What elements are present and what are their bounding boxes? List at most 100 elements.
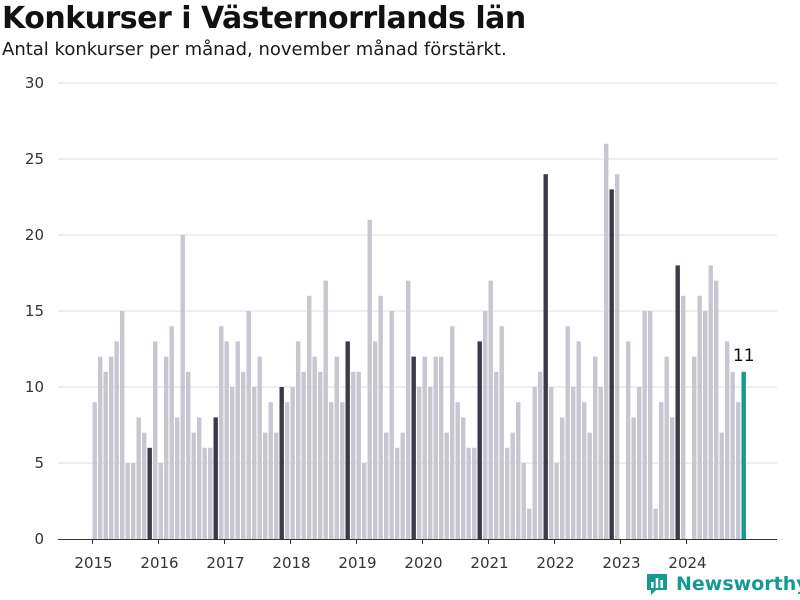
bar xyxy=(356,371,361,539)
bar xyxy=(345,341,350,539)
bar xyxy=(499,326,504,539)
y-tick-label: 25 xyxy=(25,150,44,168)
bar xyxy=(659,402,664,539)
bars xyxy=(92,143,746,540)
newsworthy-logo: Newsworthy xyxy=(644,569,800,599)
x-tick-label: 2022 xyxy=(536,554,574,572)
bar xyxy=(268,402,273,539)
bar xyxy=(527,508,532,539)
bar xyxy=(378,295,383,539)
bar xyxy=(142,432,147,539)
bar xyxy=(648,311,653,539)
bar xyxy=(340,402,345,539)
bar xyxy=(653,508,658,539)
bar xyxy=(472,447,477,539)
bar xyxy=(241,371,246,539)
brand-name: Newsworthy xyxy=(676,573,800,595)
bar xyxy=(494,371,499,539)
bar xyxy=(312,356,317,539)
bar xyxy=(208,447,213,539)
bar xyxy=(224,341,229,539)
bar xyxy=(576,341,581,539)
bar xyxy=(554,463,559,539)
bar xyxy=(549,387,554,539)
bar xyxy=(323,280,328,539)
bar xyxy=(703,311,708,539)
bar xyxy=(164,356,169,539)
bar xyxy=(285,402,290,539)
bar xyxy=(109,356,114,539)
bar xyxy=(637,387,642,539)
bar xyxy=(543,174,548,539)
bar xyxy=(609,189,614,539)
bar xyxy=(604,143,609,540)
bar xyxy=(362,463,367,539)
bar xyxy=(681,295,686,539)
bar xyxy=(384,432,389,539)
bar xyxy=(455,402,460,539)
bar xyxy=(114,341,119,539)
x-tick-label: 2020 xyxy=(404,554,442,572)
bar xyxy=(565,326,570,539)
bar xyxy=(279,387,284,539)
bar xyxy=(477,341,482,539)
bar xyxy=(582,402,587,539)
bar xyxy=(516,402,521,539)
bar xyxy=(510,432,515,539)
bar xyxy=(334,356,339,539)
bar xyxy=(725,341,730,539)
bar xyxy=(730,371,735,539)
bar xyxy=(252,387,257,539)
bar xyxy=(422,356,427,539)
bar xyxy=(213,417,218,539)
x-tick-label: 2018 xyxy=(272,554,310,572)
bar xyxy=(290,387,295,539)
bar xyxy=(736,402,741,539)
bar xyxy=(373,341,378,539)
bar xyxy=(741,371,746,539)
y-tick-label: 30 xyxy=(25,74,44,92)
bar xyxy=(120,311,125,539)
bar xyxy=(125,463,130,539)
bar xyxy=(307,295,312,539)
bar xyxy=(631,417,636,539)
y-tick-label: 15 xyxy=(25,302,44,320)
bar xyxy=(714,280,719,539)
y-tick-label: 0 xyxy=(34,530,44,548)
bar xyxy=(257,356,262,539)
bar xyxy=(439,356,444,539)
bar xyxy=(329,402,334,539)
bar xyxy=(450,326,455,539)
bar xyxy=(593,356,598,539)
bar xyxy=(191,432,196,539)
x-axis xyxy=(58,539,777,544)
bar xyxy=(131,463,136,539)
bar xyxy=(532,387,537,539)
bar xyxy=(675,265,680,539)
bar xyxy=(153,341,158,539)
bar xyxy=(505,447,510,539)
bar-chart-logo-icon xyxy=(647,574,667,595)
bar xyxy=(697,295,702,539)
bar xyxy=(428,387,433,539)
bar xyxy=(98,356,103,539)
bar xyxy=(175,417,180,539)
bar xyxy=(219,326,224,539)
bar xyxy=(488,280,493,539)
x-tick-label: 2024 xyxy=(668,554,706,572)
bar xyxy=(670,417,675,539)
bar xyxy=(433,356,438,539)
bar xyxy=(301,371,306,539)
bar xyxy=(389,311,394,539)
bar xyxy=(587,432,592,539)
bar xyxy=(560,417,565,539)
bar xyxy=(521,463,526,539)
bar xyxy=(158,463,163,539)
bar xyxy=(351,371,356,539)
bar xyxy=(411,356,416,539)
bar xyxy=(444,432,449,539)
bar xyxy=(719,432,724,539)
bar xyxy=(230,387,235,539)
bar xyxy=(136,417,141,539)
